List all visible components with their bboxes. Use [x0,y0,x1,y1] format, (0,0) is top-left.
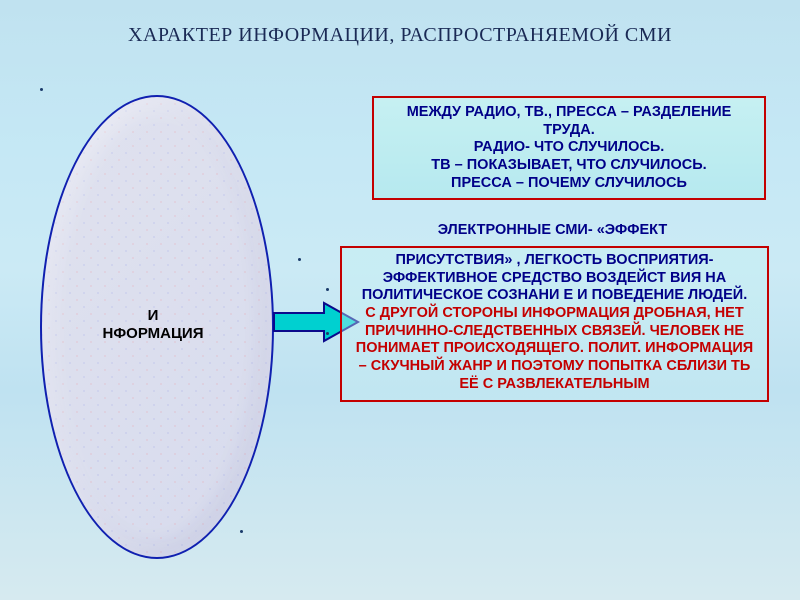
slide: ХАРАКТЕР ИНФОРМАЦИИ, РАСПРОСТРАНЯЕМОЙ СМ… [0,0,800,600]
box-electronic-media: ПРИСУТСТВИЯ» , ЛЕГКОСТЬ ВОСПРИЯТИЯ- ЭФФЕ… [340,246,769,402]
box-electronic-media-red: С ДРУГОЙ СТОРОНЫ ИНФОРМАЦИЯ ДРОБНАЯ, НЕТ… [356,305,753,392]
box-media-division-text: МЕЖДУ РАДИО, ТВ., ПРЕССА – РАЗДЕЛЕНИЕ ТР… [407,104,732,191]
decor-dot [240,530,243,533]
decor-dot [40,88,43,91]
box-electronic-media-navy: ПРИСУТСТВИЯ» , ЛЕГКОСТЬ ВОСПРИЯТИЯ- ЭФФЕ… [362,252,748,303]
decor-dot [326,288,329,291]
box-electronic-media-overflow: ЭЛЕКТРОННЫЕ СМИ- «ЭФФЕКТ [340,222,765,238]
box-media-division: МЕЖДУ РАДИО, ТВ., ПРЕССА – РАЗДЕЛЕНИЕ ТР… [372,96,766,200]
decor-dot [326,332,329,335]
info-ellipse-label: И НФОРМАЦИЯ [88,307,218,343]
info-ellipse-container: И НФОРМАЦИЯ [40,95,270,555]
decor-dot [298,258,301,261]
slide-title: ХАРАКТЕР ИНФОРМАЦИИ, РАСПРОСТРАНЯЕМОЙ СМ… [0,24,800,47]
